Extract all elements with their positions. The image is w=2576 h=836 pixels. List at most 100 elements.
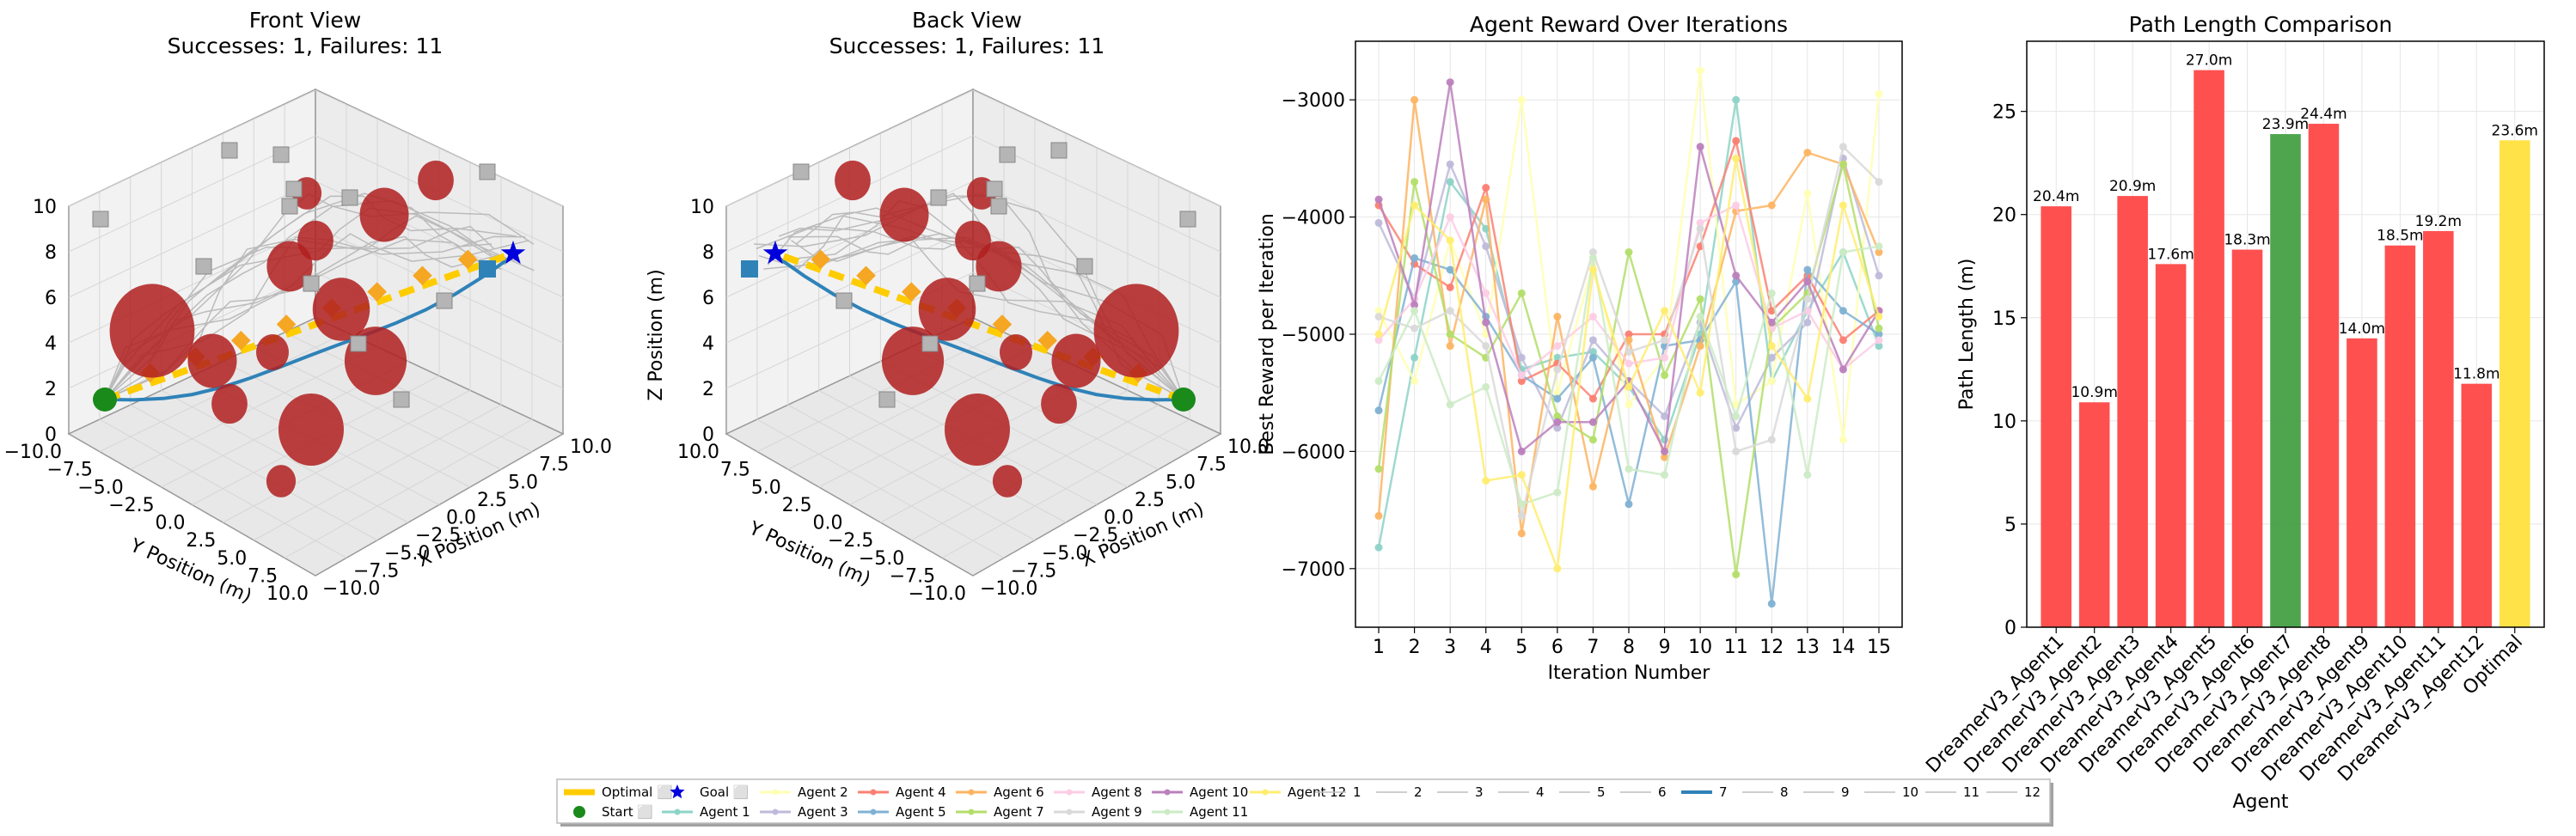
front-obstacle-box (285, 180, 303, 198)
back-zlabel: Z Position (m) (646, 269, 667, 400)
front-obstacle-box (479, 163, 496, 180)
legend-item-label: 5 (1597, 784, 1606, 800)
legend-item-label: 8 (1780, 784, 1789, 800)
front-floor-grid (254, 404, 502, 541)
series-point (1839, 160, 1847, 168)
series-point (1767, 436, 1776, 444)
front-obstacle-box (303, 275, 320, 292)
back-z-tick: 8 (702, 242, 714, 264)
legend-items: Optimal ⬜ Start ⬜ Goal ⬜ Agent 1 Agent 2 Agen… (564, 784, 2041, 820)
legend-item-label: Agent 5 (896, 804, 946, 820)
line-chart-xtick-label: 14 (1831, 637, 1855, 658)
series-point (1696, 313, 1704, 321)
back-obstacle-sphere (955, 220, 991, 261)
back-z-tick: 2 (702, 379, 714, 400)
front-goal-marker (500, 241, 526, 265)
series-point (1374, 511, 1383, 520)
back-obstacle-box (930, 189, 947, 206)
series-point (1410, 201, 1419, 210)
series-point (1553, 342, 1562, 351)
front-start-marker (93, 387, 117, 412)
front-obstacle-sphere (256, 334, 289, 370)
bar-chart-bars: 20.4m 10.9m 20.9m 17.6m 27.0m 18.3m 23.9m24.4m… (2033, 52, 2538, 628)
series-point (1875, 342, 1883, 351)
bar-chart-ytick-label: 25 (1992, 102, 2016, 124)
front-obstacle-sphere (418, 160, 454, 201)
series-point (1517, 289, 1526, 297)
legend-item-marker-swatch (968, 789, 975, 796)
series-point (1374, 218, 1383, 227)
series-point (1696, 388, 1704, 397)
line-chart-xtick-label: 7 (1587, 637, 1599, 658)
series-point (1661, 471, 1669, 479)
front-y-tick: −2.5 (108, 495, 154, 516)
back-x-tick: 2.5 (1135, 490, 1165, 511)
back-goal-marker (762, 241, 788, 265)
front-view-title: Front View (249, 8, 362, 33)
front-x-tick: 10.0 (570, 436, 612, 458)
front-obstacle-box (393, 391, 410, 408)
line-chart-ytick-label: −6000 (1282, 442, 1345, 463)
line-chart-xlabel: Iteration Number (1548, 662, 1711, 684)
series-point (1374, 307, 1383, 315)
bar-dreamerv3_agent2 (2078, 402, 2110, 627)
front-y-tick: 0.0 (156, 513, 186, 534)
line-chart-title: Agent Reward Over Iterations (1470, 12, 1788, 37)
series-point (1875, 89, 1883, 98)
front-waypoint (413, 265, 432, 286)
bar-dreamerv3_agent3 (2117, 196, 2148, 627)
series-point (1517, 95, 1526, 104)
series-point (1767, 600, 1776, 608)
series-point (1410, 307, 1419, 315)
series-point (1839, 336, 1847, 345)
legend-item-label: Agent 1 (700, 804, 750, 820)
bar-chart-ytick-label: 10 (1992, 412, 2016, 433)
legend-item-marker-swatch (772, 789, 779, 796)
front-z-tick: 0 (45, 424, 57, 446)
legend-item-label: Agent 3 (798, 804, 848, 820)
series-point (1875, 272, 1883, 280)
front-obstacle-sphere (187, 333, 237, 388)
back-obstacle-box (990, 198, 1007, 215)
series-point (1446, 283, 1454, 291)
line-chart-xtick-label: 13 (1796, 637, 1820, 658)
series-point (1482, 184, 1490, 192)
line-chart-xtick-label: 3 (1444, 637, 1456, 658)
front-obstacle-sphere (266, 465, 297, 497)
legend-item-label: 1 (1353, 784, 1361, 800)
legend-item-label: 7 (1719, 784, 1728, 800)
back-z-tick: 10 (690, 197, 714, 218)
series-point (1875, 313, 1883, 321)
series-point (1446, 400, 1454, 409)
line-chart-xtick-label: 15 (1867, 637, 1891, 658)
series-point (1482, 195, 1490, 204)
front-x-tick: −5.0 (384, 543, 430, 564)
series-point (1553, 488, 1562, 497)
front-x-tick: −2.5 (415, 525, 461, 546)
back-waypoint (1037, 331, 1057, 351)
legend-item-label: Agent 9 (1092, 804, 1142, 820)
front-y-tick: 2.5 (186, 530, 216, 552)
series-point (1732, 95, 1741, 104)
series-point (1625, 400, 1633, 409)
legend-item-goal-swatch (670, 784, 685, 799)
back-y-tick: 2.5 (782, 495, 812, 516)
series-point (1875, 324, 1883, 333)
bar-chart-ytick-label: 15 (1992, 308, 2016, 330)
legend-item-marker-swatch (1066, 789, 1073, 796)
front-obstacle-box (281, 198, 298, 215)
series-point (1374, 377, 1383, 386)
back-obstacle-sphere (1093, 284, 1179, 378)
series-point (1839, 201, 1847, 210)
line-chart-ticks: 1 2 3 4 5 6 7 8 9 10 11 12 13 14 15−7000−6000−5000−400… (1282, 90, 1891, 658)
bar-data-label: 19.2m (2415, 213, 2462, 230)
series-point (1446, 342, 1454, 351)
back-view-title: Back View (912, 8, 1022, 33)
series-point (1410, 95, 1419, 104)
legend-item-label: 11 (1963, 784, 1979, 800)
series-point (1732, 201, 1741, 210)
series-point (1553, 564, 1562, 573)
series-point (1517, 371, 1526, 380)
back-floor-grid (941, 418, 1190, 558)
series-point (1875, 242, 1883, 251)
